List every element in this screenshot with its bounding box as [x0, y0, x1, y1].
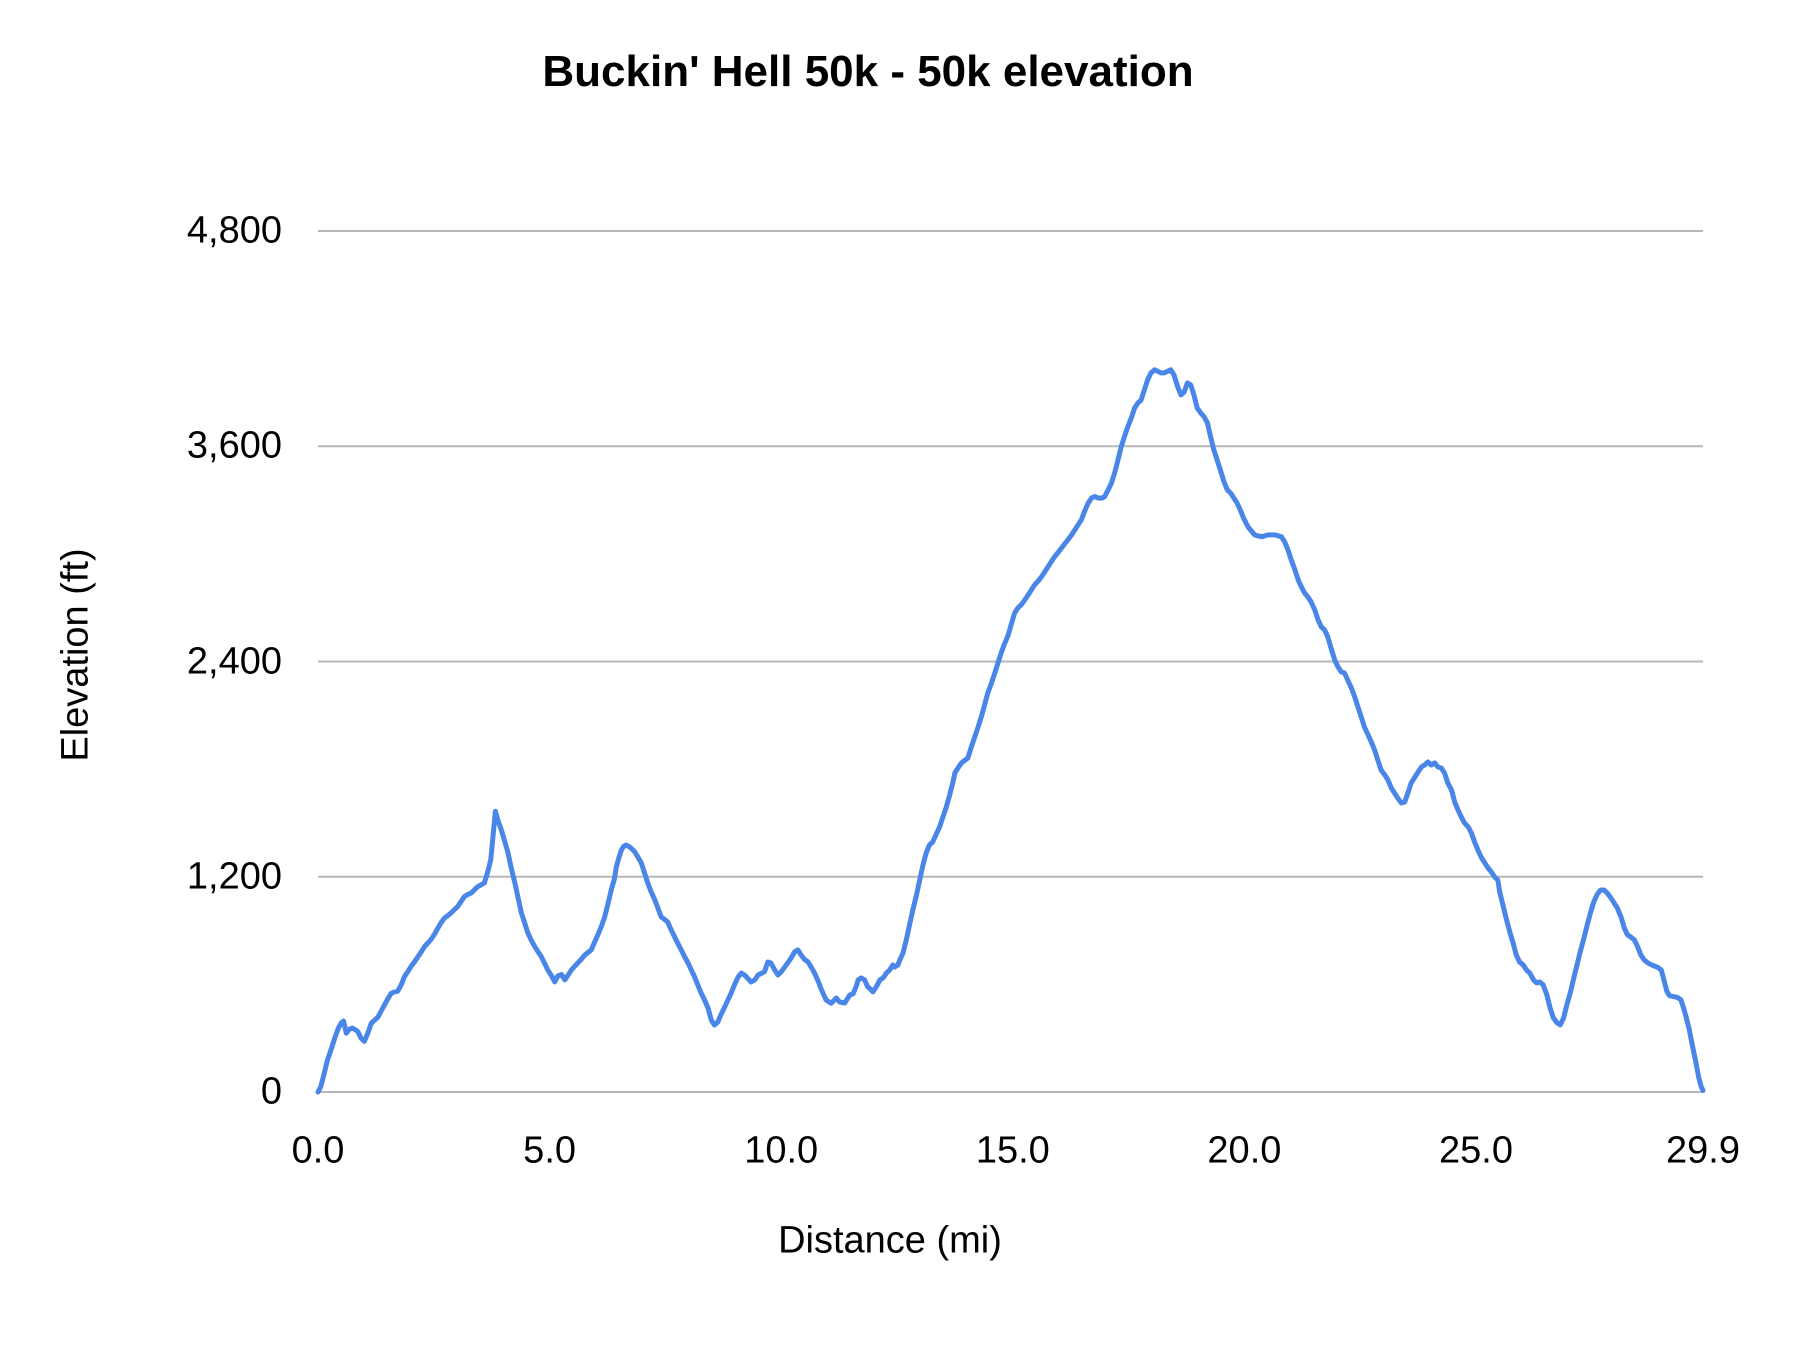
gridlines	[318, 230, 1703, 1093]
x-tick-label: 25.0	[1439, 1129, 1513, 1172]
y-tick-label: 2,400	[186, 640, 282, 682]
x-tick-label: 20.0	[1207, 1129, 1282, 1172]
x-tick-label: 29.9	[1666, 1129, 1740, 1172]
x-tick-label: 10.0	[744, 1129, 819, 1172]
y-tick-label: 1,200	[186, 855, 282, 898]
y-tick-label: 4,800	[186, 209, 282, 252]
chart-title: Buckin' Hell 50k - 50k elevation	[542, 47, 1194, 96]
x-tick-label: 0.0	[291, 1129, 345, 1172]
y-tick-label: 0	[260, 1070, 282, 1113]
y-axis-title: Elevation (ft)	[54, 548, 97, 762]
x-tick-label: 15.0	[975, 1129, 1050, 1172]
x-tick-label: 5.0	[523, 1129, 577, 1172]
y-tick-label: 3,600	[186, 424, 282, 467]
x-axis-title: Distance (mi)	[778, 1219, 1002, 1262]
elevation-line	[315, 367, 1706, 1095]
